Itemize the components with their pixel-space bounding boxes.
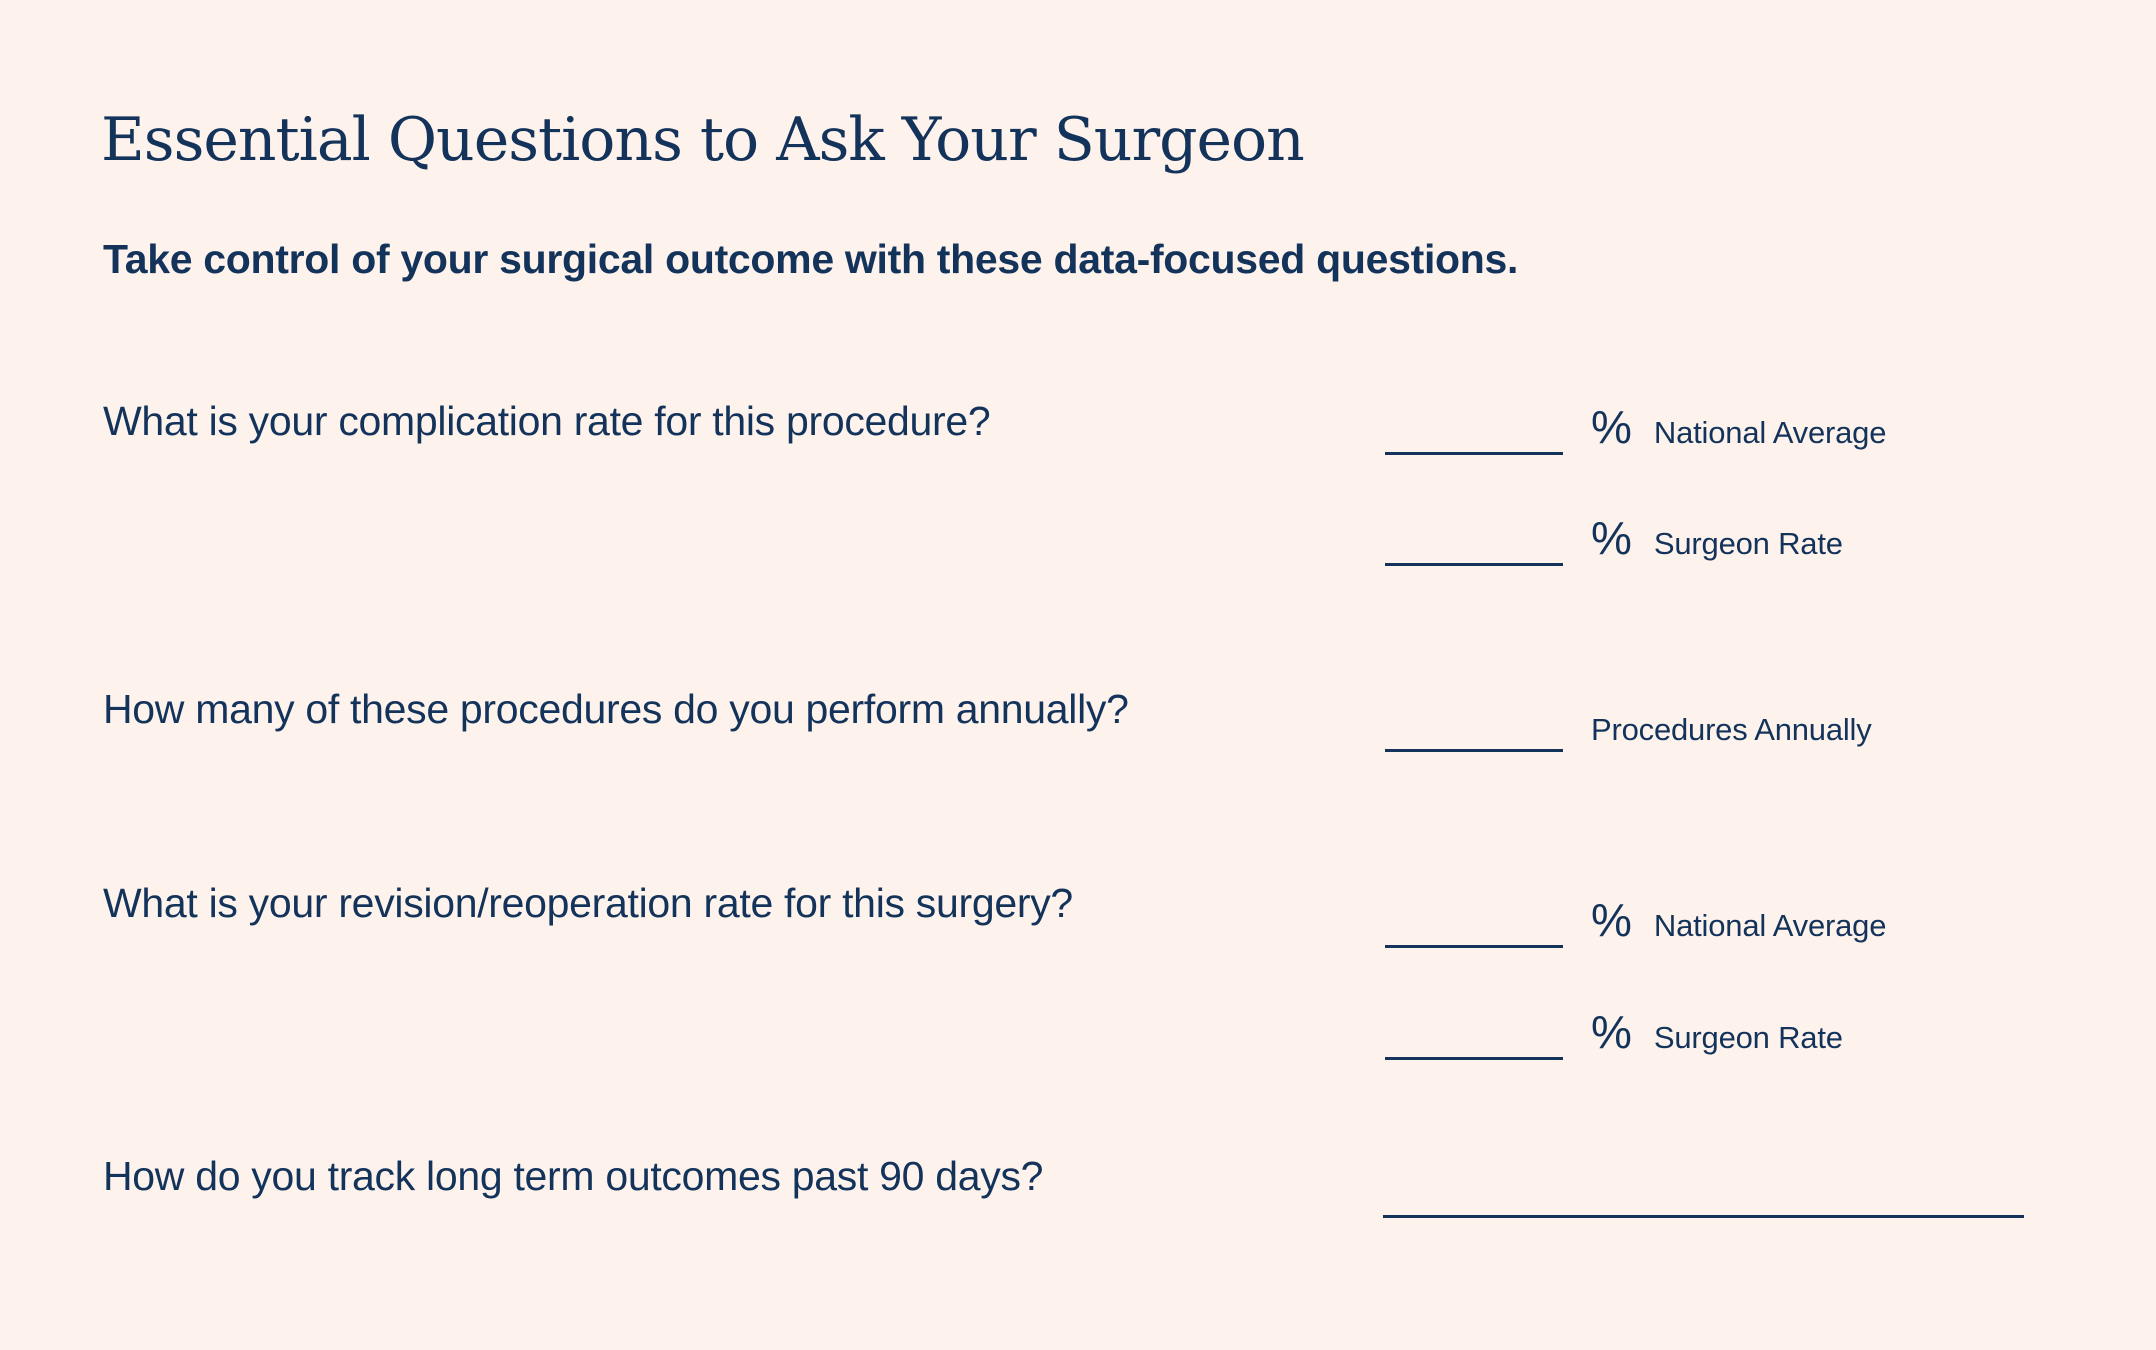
answer-label: Surgeon Rate — [1653, 1020, 1843, 1055]
answer-row: % National Average — [1385, 401, 1887, 455]
question-procedures-annually: How many of these procedures do you perf… — [103, 686, 1129, 732]
answer-label: National Average — [1653, 908, 1887, 943]
long-answer-line — [1383, 1215, 2024, 1218]
fill-in-blank-line — [1385, 945, 1563, 948]
question-complication-rate: What is your complication rate for this … — [103, 398, 991, 444]
answer-row: % Surgeon Rate — [1385, 512, 1843, 566]
percent-sign: % — [1591, 401, 1632, 453]
page-subtitle: Take control of your surgical outcome wi… — [103, 236, 1519, 282]
percent-sign: % — [1591, 1006, 1632, 1058]
answer-row: % National Average — [1385, 894, 1887, 948]
fill-in-blank-line — [1385, 452, 1563, 455]
percent-sign: % — [1591, 894, 1632, 946]
fill-in-blank-line — [1385, 749, 1563, 752]
page-title: Essential Questions to Ask Your Surgeon — [101, 105, 1305, 175]
answer-row: Procedures Annually — [1385, 712, 1872, 752]
question-revision-rate: What is your revision/reoperation rate f… — [103, 880, 1073, 926]
question-track-outcomes: How do you track long term outcomes past… — [103, 1153, 1044, 1199]
answer-row: % Surgeon Rate — [1385, 1006, 1843, 1060]
percent-sign: % — [1591, 512, 1632, 564]
answer-label: Procedures Annually — [1591, 712, 1872, 747]
fill-in-blank-line — [1385, 563, 1563, 566]
fill-in-blank-line — [1385, 1057, 1563, 1060]
answer-label: National Average — [1653, 415, 1887, 450]
answer-label: Surgeon Rate — [1653, 526, 1843, 561]
